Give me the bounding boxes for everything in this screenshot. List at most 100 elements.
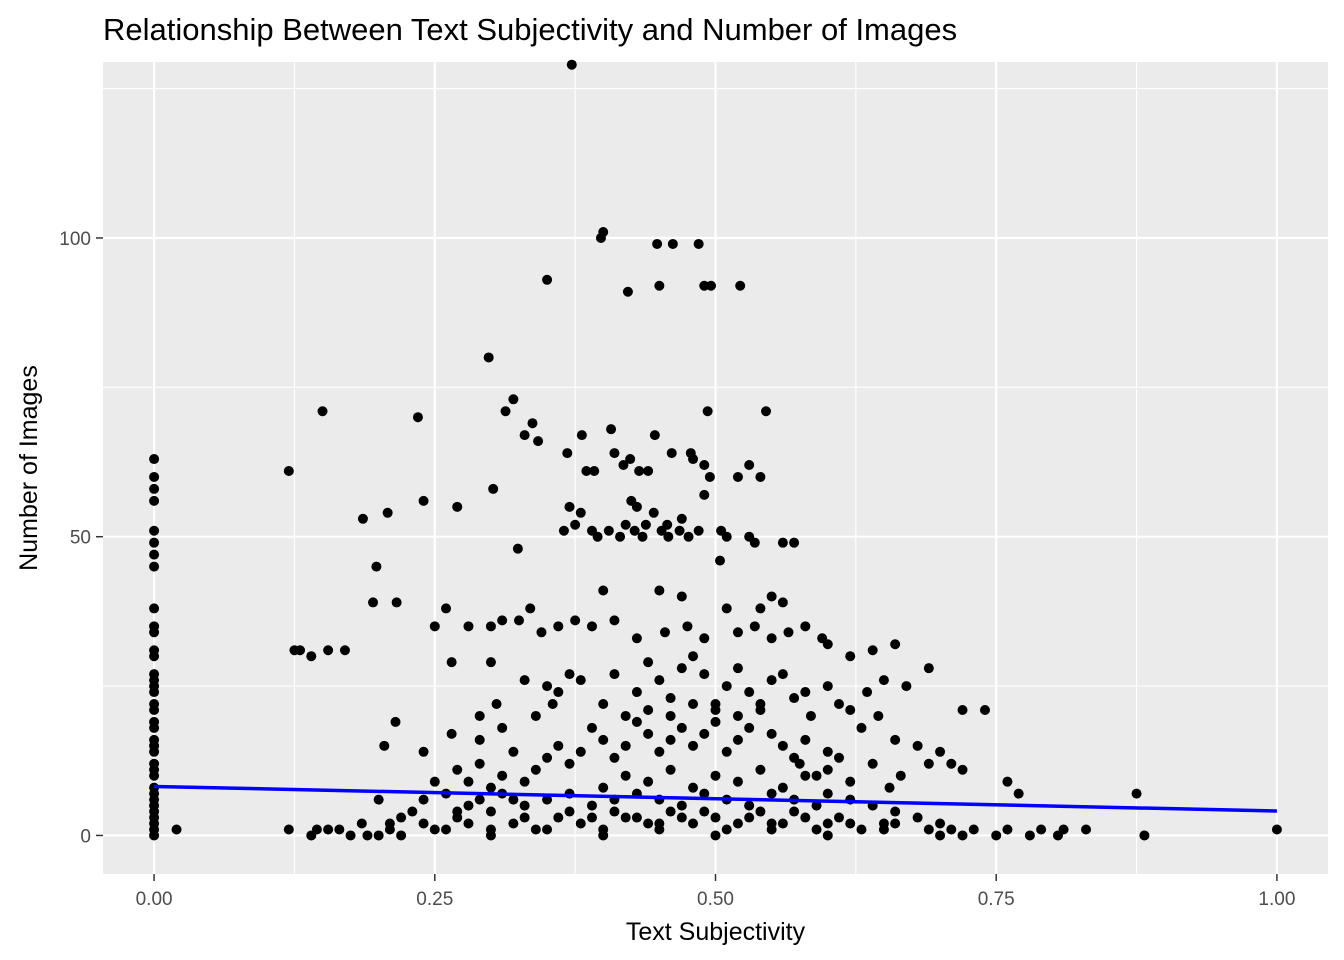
data-point — [629, 525, 640, 536]
data-point — [957, 704, 968, 715]
data-point — [676, 722, 687, 733]
data-point — [649, 430, 660, 441]
data-point — [581, 465, 592, 476]
data-point — [800, 812, 811, 823]
data-point — [777, 669, 788, 680]
data-point — [749, 621, 760, 632]
data-point — [485, 657, 496, 668]
data-point — [558, 525, 569, 536]
data-point — [699, 788, 710, 799]
data-point — [744, 800, 755, 811]
data-point — [643, 776, 654, 787]
data-point — [429, 621, 440, 632]
data-point — [609, 806, 620, 817]
data-point — [149, 627, 160, 638]
data-point — [339, 645, 350, 656]
data-point — [1081, 824, 1092, 835]
x-tick-label: 1.00 — [1258, 889, 1295, 910]
data-point — [968, 824, 979, 835]
data-point — [429, 824, 440, 835]
chart-title: Relationship Between Text Subjectivity a… — [103, 12, 957, 47]
data-point — [547, 699, 558, 710]
data-point — [497, 615, 508, 626]
data-point — [586, 812, 597, 823]
data-point — [576, 430, 587, 441]
data-point — [777, 537, 788, 548]
data-point — [283, 465, 294, 476]
data-point — [474, 794, 485, 805]
data-point — [586, 722, 597, 733]
data-point — [800, 770, 811, 781]
data-point — [542, 274, 553, 285]
data-point — [598, 782, 609, 793]
data-point — [519, 776, 530, 787]
data-point — [732, 734, 743, 745]
data-point — [311, 824, 322, 835]
data-point — [676, 513, 687, 524]
x-axis-ticks: 0.00 0.25 0.50 0.75 1.00 — [136, 874, 1295, 910]
data-point — [665, 734, 676, 745]
data-point — [592, 531, 603, 542]
trend-line — [154, 784, 1277, 813]
data-point — [598, 824, 609, 835]
data-point — [564, 758, 575, 769]
data-point — [586, 800, 597, 811]
data-point — [295, 645, 306, 656]
data-point — [575, 818, 586, 829]
x-tick-label: 0.00 — [136, 889, 173, 910]
data-point — [306, 651, 317, 662]
data-point — [615, 531, 626, 542]
data-point — [564, 501, 575, 512]
data-point — [598, 699, 609, 710]
data-point — [749, 537, 760, 548]
data-point — [699, 728, 710, 739]
data-point — [693, 525, 704, 536]
data-point — [659, 627, 670, 638]
data-point — [412, 412, 423, 423]
data-point — [935, 818, 946, 829]
x-axis-title: Text Subjectivity — [626, 918, 806, 946]
data-point — [912, 740, 923, 751]
data-point — [890, 818, 901, 829]
data-point — [683, 531, 694, 542]
data-point — [519, 675, 530, 686]
data-point — [800, 621, 811, 632]
data-point — [643, 657, 654, 668]
data-point — [783, 627, 794, 638]
data-point — [710, 770, 721, 781]
data-point — [699, 806, 710, 817]
data-point — [1271, 824, 1282, 835]
data-point — [699, 669, 710, 680]
data-point — [755, 603, 766, 614]
data-point — [542, 824, 553, 835]
data-point — [822, 788, 833, 799]
data-point — [755, 806, 766, 817]
data-point — [845, 818, 856, 829]
data-point — [575, 746, 586, 757]
data-point — [485, 806, 496, 817]
data-point — [606, 424, 617, 435]
data-point — [542, 681, 553, 692]
data-point — [171, 824, 182, 835]
data-point — [497, 770, 508, 781]
data-point — [446, 728, 457, 739]
data-point — [901, 681, 912, 692]
data-point — [625, 454, 636, 465]
data-point — [676, 591, 687, 602]
data-point — [867, 758, 878, 769]
data-point — [789, 693, 800, 704]
data-point — [777, 597, 788, 608]
data-point — [508, 394, 519, 405]
data-point — [640, 519, 651, 530]
data-point — [834, 812, 845, 823]
data-point — [527, 418, 538, 429]
data-point — [665, 764, 676, 775]
data-point — [1139, 830, 1150, 841]
data-point — [656, 525, 667, 536]
data-point — [766, 818, 777, 829]
data-point — [618, 460, 629, 471]
data-point — [519, 430, 530, 441]
data-point — [663, 531, 674, 542]
data-point — [674, 525, 685, 536]
data-point — [654, 280, 665, 291]
